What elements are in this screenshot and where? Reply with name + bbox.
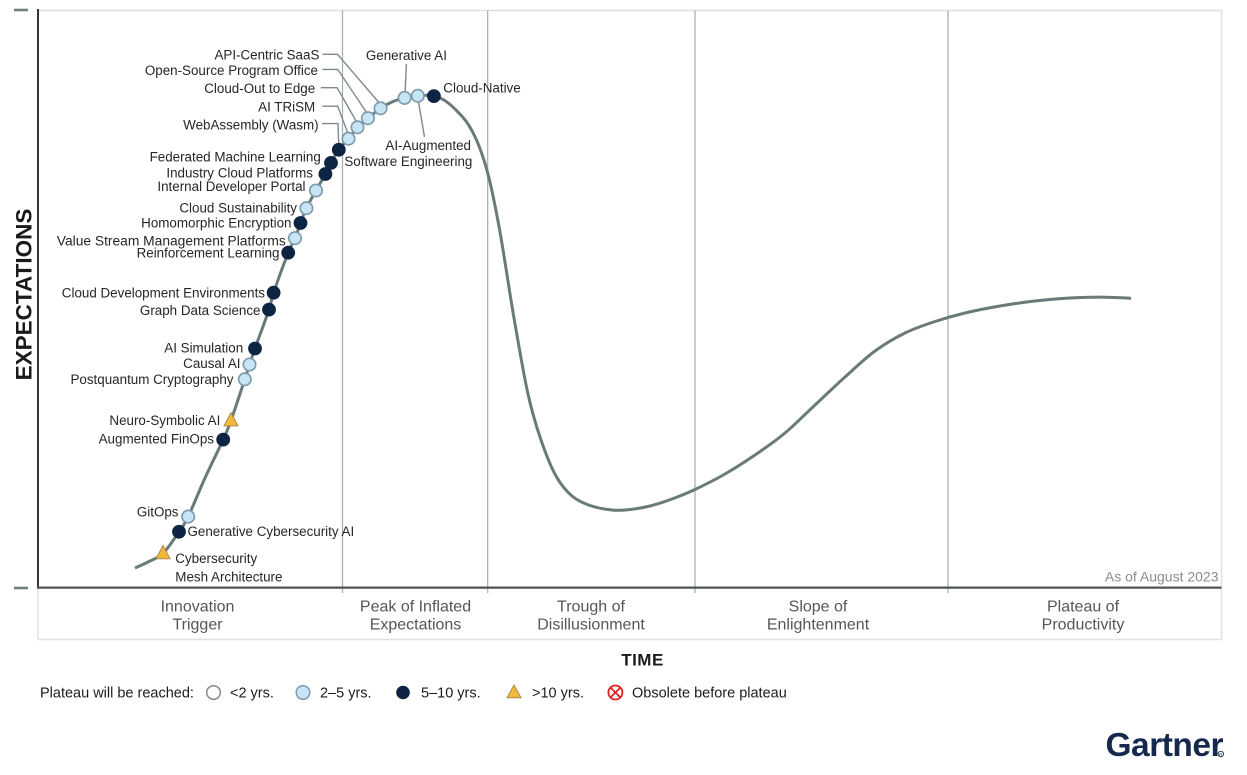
svg-text:Expectations: Expectations (370, 616, 462, 633)
svg-text:Slope of: Slope of (789, 598, 848, 615)
svg-text:Value Stream Management Platfo: Value Stream Management Platforms (57, 234, 286, 249)
svg-text:GitOps: GitOps (137, 505, 179, 520)
svg-text:Generative AI: Generative AI (366, 48, 447, 63)
svg-text:Reinforcement Learning: Reinforcement Learning (137, 246, 280, 261)
svg-text:Enlightenment: Enlightenment (767, 616, 870, 633)
svg-text:Cloud Development Environments: Cloud Development Environments (62, 286, 265, 301)
svg-text:Trough of: Trough of (557, 598, 625, 615)
svg-text:Graph Data Science: Graph Data Science (140, 303, 261, 318)
svg-text:Productivity: Productivity (1042, 616, 1125, 633)
svg-text:<2 yrs.: <2 yrs. (230, 686, 274, 702)
svg-text:Gartner: Gartner (1106, 727, 1224, 764)
svg-text:Software Engineering: Software Engineering (344, 154, 472, 169)
svg-text:Homomorphic Encryption: Homomorphic Encryption (141, 216, 291, 231)
svg-text:TIME: TIME (621, 651, 664, 670)
svg-text:WebAssembly (Wasm): WebAssembly (Wasm) (183, 118, 318, 133)
svg-text:Mesh Architecture: Mesh Architecture (175, 570, 282, 585)
svg-text:AI TRiSM: AI TRiSM (258, 100, 315, 115)
svg-text:Augmented FinOps: Augmented FinOps (99, 432, 215, 447)
svg-text:Generative Cybersecurity AI: Generative Cybersecurity AI (188, 524, 355, 539)
svg-text:5–10 yrs.: 5–10 yrs. (421, 686, 481, 702)
svg-text:Innovation: Innovation (161, 598, 235, 615)
svg-text:Federated Machine Learning: Federated Machine Learning (150, 150, 321, 165)
svg-text:Open-Source Program Office: Open-Source Program Office (145, 63, 318, 78)
svg-text:2–5 yrs.: 2–5 yrs. (320, 686, 372, 702)
svg-text:>10 yrs.: >10 yrs. (532, 686, 584, 702)
svg-text:Cloud-Native: Cloud-Native (443, 81, 520, 96)
svg-text:Cloud Sustainability: Cloud Sustainability (179, 201, 297, 216)
svg-text:Plateau of: Plateau of (1047, 598, 1120, 615)
svg-text:AI-Augmented: AI-Augmented (385, 138, 471, 153)
svg-text:Postquantum Cryptography: Postquantum Cryptography (70, 372, 233, 387)
svg-text:EXPECTATIONS: EXPECTATIONS (12, 209, 37, 381)
svg-text:API-Centric SaaS: API-Centric SaaS (214, 48, 319, 63)
svg-text:R: R (1219, 752, 1222, 757)
svg-text:Industry Cloud Platforms: Industry Cloud Platforms (166, 166, 313, 181)
svg-text:Disillusionment: Disillusionment (537, 616, 645, 633)
svg-text:As of August 2023: As of August 2023 (1105, 569, 1219, 585)
svg-text:Cybersecurity: Cybersecurity (175, 551, 257, 566)
svg-text:Causal AI: Causal AI (183, 356, 240, 371)
svg-text:Neuro-Symbolic AI: Neuro-Symbolic AI (109, 413, 220, 428)
svg-text:Cloud-Out to Edge: Cloud-Out to Edge (204, 81, 315, 96)
svg-text:Internal Developer Portal: Internal Developer Portal (157, 179, 305, 194)
svg-text:Trigger: Trigger (172, 616, 223, 633)
svg-text:Plateau will be reached:: Plateau will be reached: (40, 686, 194, 702)
svg-text:AI Simulation: AI Simulation (164, 341, 243, 356)
svg-text:Obsolete before plateau: Obsolete before plateau (632, 686, 787, 702)
svg-text:Peak of Inflated: Peak of Inflated (360, 598, 471, 615)
